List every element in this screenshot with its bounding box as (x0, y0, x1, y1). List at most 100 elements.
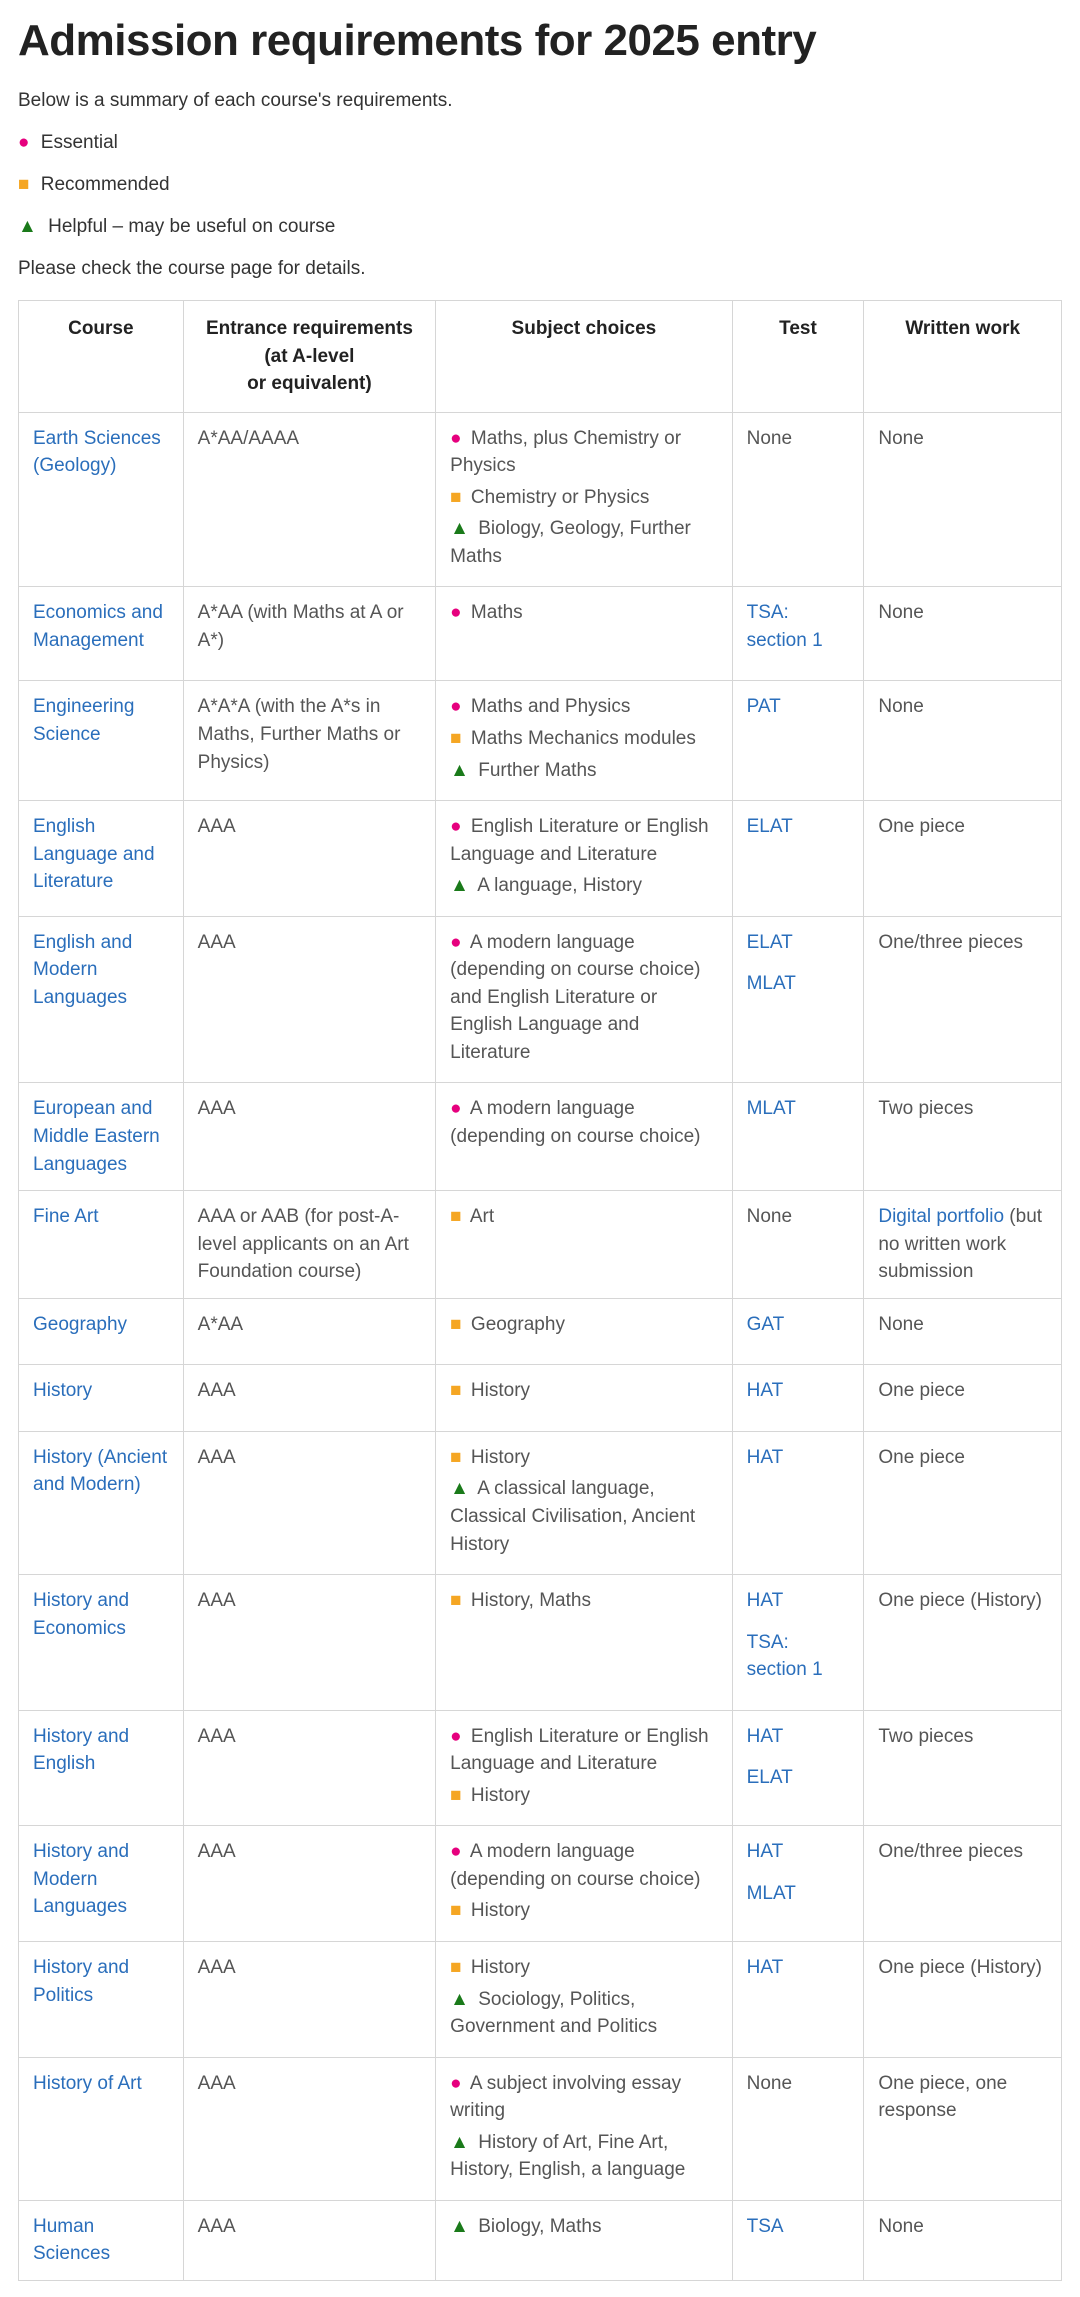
subjects-cell: ● Maths and Physics■ Maths Mechanics mod… (436, 681, 732, 801)
subject-text: A classical language, Classical Civilisa… (450, 1478, 695, 1554)
test-link[interactable]: PAT (747, 693, 850, 721)
legend-helpful-label: Helpful – may be useful on course (48, 216, 335, 237)
subject-text: History (466, 1785, 530, 1806)
course-link[interactable]: Fine Art (33, 1206, 98, 1227)
written-text: One piece (878, 1447, 965, 1468)
course-link[interactable]: History (33, 1380, 92, 1401)
test-link[interactable]: MLAT (747, 970, 850, 998)
test-cell: MLAT (732, 1083, 864, 1191)
written-text: One piece (History) (878, 1590, 1042, 1611)
requirements-cell: AAA (183, 1575, 436, 1711)
subjects-cell: ■ History (436, 1365, 732, 1432)
test-link[interactable]: TSA: section 1 (747, 599, 850, 654)
test-text: None (747, 1206, 792, 1227)
course-link[interactable]: English and Modern Languages (33, 932, 132, 1008)
test-link[interactable]: HAT (747, 1377, 850, 1405)
course-link[interactable]: History and Modern Languages (33, 1841, 129, 1917)
subject-text: English Literature or English Language a… (450, 1726, 708, 1775)
written-link[interactable]: Digital portfolio (878, 1206, 1004, 1227)
test-text: None (747, 2073, 792, 2094)
table-row: Fine Art AAA or AAB (for post-A-level app… (19, 1191, 1062, 1299)
test-link[interactable]: GAT (747, 1311, 850, 1339)
subjects-cell: ● A modern language (depending on course… (436, 1083, 732, 1191)
table-row: Engineering Science A*A*A (with the A*s i… (19, 681, 1062, 801)
table-row: HistoryAAA■ HistoryHATOne piece (19, 1365, 1062, 1432)
requirements-cell: AAA (183, 1083, 436, 1191)
written-text: None (878, 1314, 923, 1335)
test-link[interactable]: TSA (747, 2213, 850, 2241)
written-cell: Two pieces (864, 1083, 1062, 1191)
course-link[interactable]: History of Art (33, 2073, 142, 2094)
requirements-cell: AAA (183, 2200, 436, 2280)
test-link[interactable]: ELAT (747, 813, 850, 841)
course-link[interactable]: Earth Sciences (Geology) (33, 428, 161, 477)
course-link[interactable]: European and Middle Eastern Languages (33, 1098, 160, 1174)
essential-icon: ● (450, 1098, 461, 1119)
subjects-cell: ● A modern language (depending on course… (436, 1826, 732, 1942)
requirements-table: Course Entrance requirements (at A-level… (18, 300, 1062, 2281)
recommended-icon: ■ (18, 174, 29, 195)
essential-icon: ● (450, 1841, 461, 1862)
subject-text: A language, History (473, 875, 642, 896)
page-title: Admission requirements for 2025 entry (18, 16, 1062, 66)
course-link[interactable]: History and Economics (33, 1590, 129, 1639)
written-cell: None (864, 681, 1062, 801)
test-cell: PAT (732, 681, 864, 801)
requirements-cell: A*AA (with Maths at A or A*) (183, 587, 436, 681)
test-link[interactable]: MLAT (747, 1095, 850, 1123)
test-cell: None (732, 1191, 864, 1299)
table-header-row: Course Entrance requirements (at A-level… (19, 301, 1062, 413)
recommended-icon: ■ (450, 1957, 461, 1978)
course-link[interactable]: Geography (33, 1314, 127, 1335)
test-link[interactable]: ELAT (747, 1764, 850, 1792)
requirements-cell: A*AA/AAAA (183, 412, 436, 587)
test-link[interactable]: ELAT (747, 929, 850, 957)
written-text: One piece, one response (878, 2073, 1007, 2122)
helpful-icon: ▲ (18, 216, 37, 237)
test-cell: HAT MLAT (732, 1826, 864, 1942)
written-text: None (878, 2216, 923, 2237)
written-text: Two pieces (878, 1726, 973, 1747)
course-link[interactable]: History and Politics (33, 1957, 129, 2006)
test-link[interactable]: MLAT (747, 1880, 850, 1908)
legend-recommended: ■ Recommended (18, 174, 1062, 196)
subject-text: Maths (466, 602, 523, 623)
test-link[interactable]: HAT (747, 1838, 850, 1866)
legend-recommended-label: Recommended (41, 174, 170, 195)
subject-text: History (466, 1447, 530, 1468)
test-link[interactable]: HAT (747, 1723, 850, 1751)
test-link[interactable]: HAT (747, 1954, 850, 1982)
test-link[interactable]: TSA: section 1 (747, 1629, 850, 1684)
course-link[interactable]: History (Ancient and Modern) (33, 1447, 167, 1496)
table-row: History and EnglishAAA● English Literatu… (19, 1710, 1062, 1826)
course-link[interactable]: English Language and Literature (33, 816, 155, 892)
subject-text: History (466, 1380, 530, 1401)
subject-text: History of Art, Fine Art, History, Engli… (450, 2132, 685, 2181)
written-cell: One piece (864, 801, 1062, 917)
essential-icon: ● (450, 428, 461, 449)
written-text: Two pieces (878, 1098, 973, 1119)
test-link[interactable]: HAT (747, 1444, 850, 1472)
written-cell: None (864, 2200, 1062, 2280)
written-cell: One/three pieces (864, 916, 1062, 1083)
course-link[interactable]: Economics and Management (33, 602, 163, 651)
essential-icon: ● (18, 132, 29, 153)
recommended-icon: ■ (450, 1314, 461, 1335)
requirements-cell: A*A*A (with the A*s in Maths, Further Ma… (183, 681, 436, 801)
course-link[interactable]: History and English (33, 1726, 129, 1775)
essential-icon: ● (450, 932, 461, 953)
requirements-cell: AAA or AAB (for post-A-level applicants … (183, 1191, 436, 1299)
written-cell: One piece (864, 1365, 1062, 1432)
test-link[interactable]: HAT (747, 1587, 850, 1615)
subject-text: History (466, 1957, 530, 1978)
subject-text: A modern language (depending on course c… (450, 1841, 700, 1890)
essential-icon: ● (450, 816, 461, 837)
col-requirements: Entrance requirements (at A-levelor equi… (183, 301, 436, 413)
test-cell: HAT (732, 1431, 864, 1574)
course-link[interactable]: Human Sciences (33, 2216, 110, 2265)
subject-text: Further Maths (473, 760, 597, 781)
helpful-icon: ▲ (450, 2132, 469, 2153)
helpful-icon: ▲ (450, 2216, 469, 2237)
requirements-cell: AAA (183, 916, 436, 1083)
course-link[interactable]: Engineering Science (33, 696, 134, 745)
